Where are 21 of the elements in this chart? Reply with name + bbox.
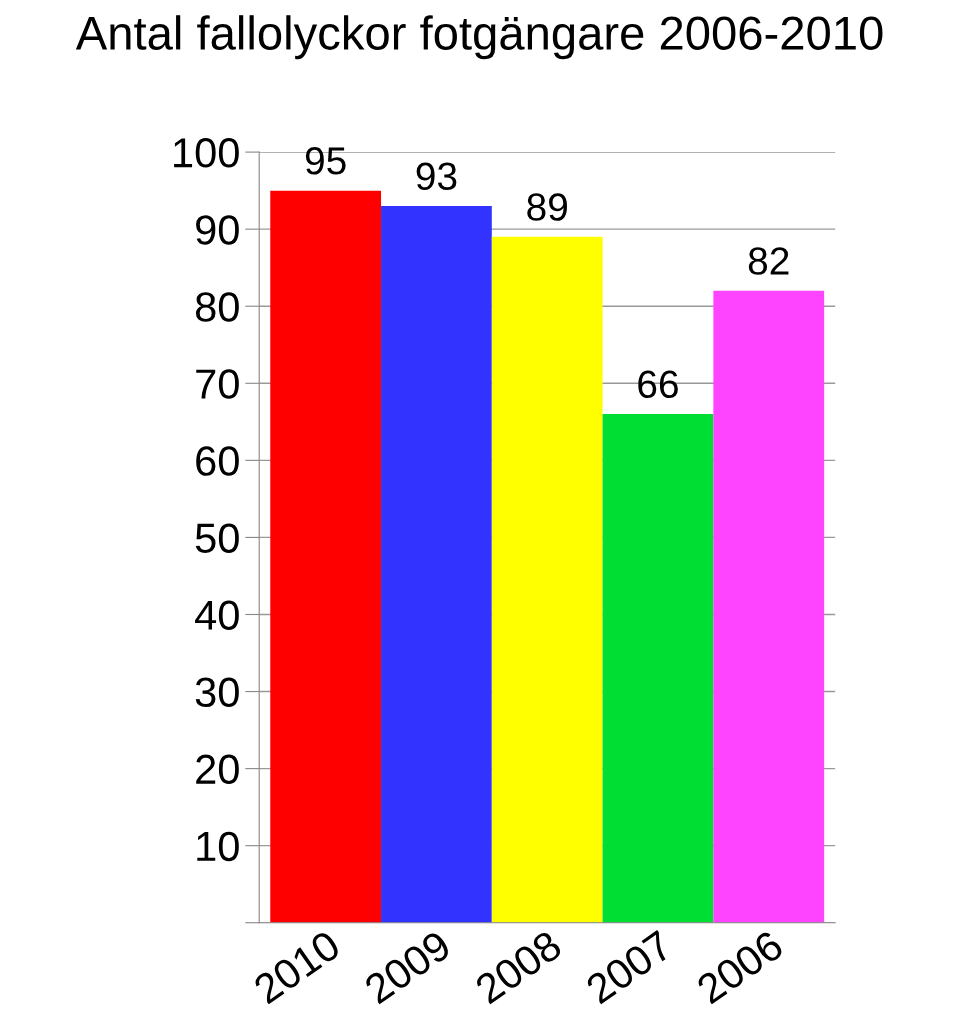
data-label: 95 [305,147,346,175]
y-tick-label: 80 [195,292,239,322]
chart-title: Antal fallolyckor fotgängare 2006-2010 [75,15,883,60]
bar [602,414,714,923]
y-tick-label: 70 [196,369,239,399]
data-label: 66 [638,370,678,399]
data-label: 89 [527,193,567,221]
y-tick-label: 30 [195,677,239,708]
bar [491,236,603,923]
y-tick-label: 40 [195,600,239,630]
data-label: 82 [748,247,789,275]
bar [381,206,492,923]
data-label: 93 [416,162,457,191]
bar [713,290,825,923]
y-tick-label: 60 [196,446,239,476]
y-tick-label: 90 [196,215,239,245]
bar [270,190,382,923]
y-tick-label: 100 [174,138,239,168]
y-tick-label: 20 [196,754,239,785]
y-tick-label: 10 [197,831,239,862]
y-tick-label: 50 [195,523,239,553]
